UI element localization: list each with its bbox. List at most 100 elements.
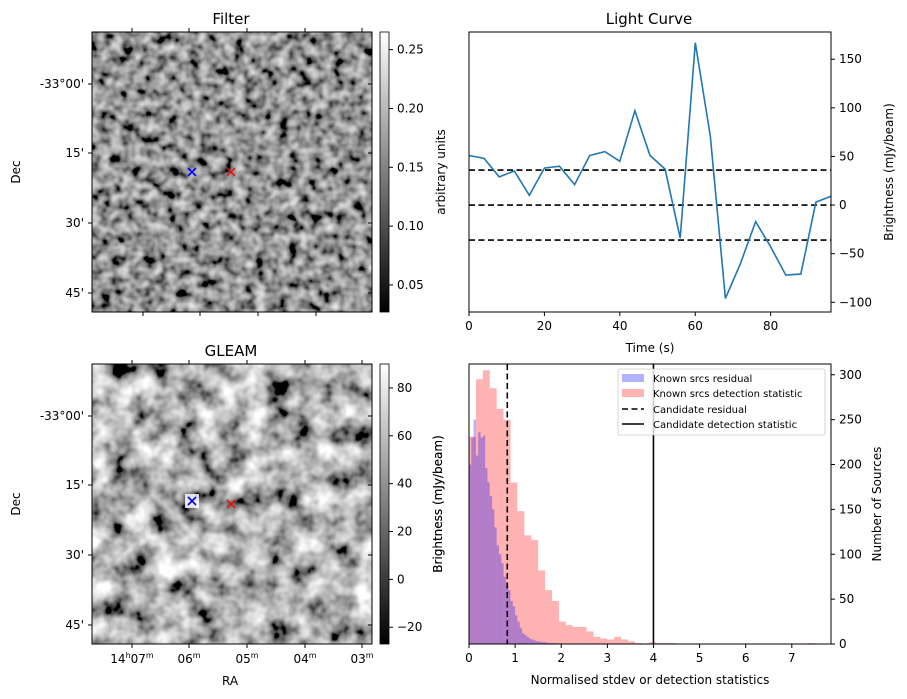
histogram-bar-detection bbox=[482, 370, 490, 644]
lightcurve-ylabel: Brightness (mJy/beam) bbox=[882, 103, 896, 241]
histogram-ytick-label: 300 bbox=[839, 368, 862, 382]
histogram-bar-detection bbox=[538, 570, 546, 644]
histogram-xtick-label: 0 bbox=[465, 651, 473, 665]
histogram-bar-detection bbox=[475, 379, 483, 644]
histogram-bar-residual bbox=[475, 455, 479, 644]
histogram-ytick-label: 200 bbox=[839, 458, 862, 472]
histogram-bar-residual bbox=[522, 633, 525, 644]
histogram-ylabel-left: Brightness (mJy/beam) bbox=[431, 435, 445, 573]
legend-label-candidate-residual: Candidate residual bbox=[653, 405, 747, 416]
lightcurve-xtick-label: 60 bbox=[688, 319, 703, 333]
histogram-bar-residual bbox=[528, 638, 532, 644]
histogram-bar-residual bbox=[501, 563, 504, 644]
histogram-bar-residual bbox=[487, 482, 490, 644]
histogram-bar-residual bbox=[485, 468, 488, 644]
histogram-xlabel: Normalised stdev or detection statistics bbox=[531, 673, 770, 687]
legend-swatch-residual bbox=[622, 374, 644, 382]
filter-colorbar bbox=[379, 31, 390, 313]
histogram-bar-detection bbox=[558, 621, 566, 644]
gleam-marker-candidate bbox=[226, 499, 236, 509]
histogram-bar-detection bbox=[517, 511, 525, 644]
lightcurve-title: Light Curve bbox=[606, 10, 692, 28]
gleam-xtick-label: 03m bbox=[350, 651, 373, 666]
histogram-bar-detection bbox=[503, 419, 511, 644]
histogram-ytick-label: 250 bbox=[839, 413, 862, 427]
filter-ytick-label: 15' bbox=[65, 146, 84, 160]
histogram-bar-residual bbox=[535, 641, 539, 644]
histogram-ytick-label: 150 bbox=[839, 502, 862, 516]
histogram-bar-residual bbox=[531, 639, 534, 644]
histogram-bar-detection bbox=[586, 631, 594, 644]
histogram-bar-detection bbox=[496, 408, 504, 644]
histogram-bar-residual bbox=[489, 495, 493, 644]
histogram-bar-residual bbox=[494, 527, 497, 644]
lightcurve-xlabel: Time (s) bbox=[625, 341, 675, 355]
histogram-bar-detection bbox=[524, 535, 532, 644]
filter-ytick-label: -33°00' bbox=[40, 77, 84, 91]
histogram-bar-detection bbox=[607, 639, 615, 644]
filter-colorbar-tick-label: 0.20 bbox=[397, 101, 424, 115]
histogram-bar-residual bbox=[480, 437, 483, 644]
filter-colorbar-label: arbitrary units bbox=[434, 129, 448, 215]
legend-label-residual: Known srcs residual bbox=[653, 374, 752, 385]
histogram-ylabel: Number of Sources bbox=[870, 447, 884, 562]
histogram-frame bbox=[468, 363, 832, 645]
histogram-legend: Known srcs residual Known srcs detection… bbox=[617, 368, 826, 436]
filter-frame bbox=[91, 31, 373, 313]
histogram-bar-residual bbox=[471, 437, 474, 644]
filter-marker-candidate bbox=[226, 167, 236, 177]
gleam-ylabel: Dec bbox=[9, 492, 23, 515]
histogram-bar-detection bbox=[579, 626, 587, 644]
gleam-colorbar-tick-label: 80 bbox=[397, 381, 412, 395]
histogram-ytick-label: 100 bbox=[839, 547, 862, 561]
filter-ytick-label: 45' bbox=[65, 286, 84, 300]
gleam-image bbox=[92, 364, 372, 644]
histogram-bar-detection bbox=[545, 590, 553, 644]
histogram-xtick-label: 4 bbox=[650, 651, 658, 665]
histogram-bar-detection bbox=[621, 639, 629, 644]
lightcurve-ytick-label: 50 bbox=[839, 149, 854, 163]
histogram-bar-residual bbox=[473, 419, 476, 644]
gleam-colorbar-tick-label: 20 bbox=[397, 525, 412, 539]
gleam-frame bbox=[91, 363, 373, 645]
gleam-colorbar-tick-label: 60 bbox=[397, 429, 412, 443]
histogram-bar-detection bbox=[489, 388, 497, 644]
histogram-bar-residual bbox=[478, 432, 481, 644]
histogram-bar-detection bbox=[572, 626, 580, 644]
histogram-bar-residual bbox=[515, 615, 518, 644]
lightcurve-xtick-label: 20 bbox=[537, 319, 552, 333]
histogram-bar-residual bbox=[512, 606, 516, 644]
histogram-xtick-label: 7 bbox=[788, 651, 796, 665]
gleam-ytick-label: 30' bbox=[65, 548, 84, 562]
histogram-xtick-label: 1 bbox=[511, 651, 519, 665]
gleam-colorbar bbox=[379, 363, 390, 645]
histogram-xtick-label: 5 bbox=[696, 651, 704, 665]
lightcurve-xtick-label: 0 bbox=[465, 319, 473, 333]
histogram-xtick-label: 2 bbox=[557, 651, 565, 665]
gleam-marker-known bbox=[185, 494, 199, 508]
histogram-bar-residual bbox=[503, 576, 506, 644]
lightcurve-xtick-label: 80 bbox=[763, 319, 778, 333]
gleam-colorbar-tick-label: 0 bbox=[397, 572, 405, 586]
histogram-bar-detection bbox=[510, 482, 518, 644]
histogram-bar-detection bbox=[648, 642, 656, 644]
histogram-bar-residual bbox=[482, 435, 486, 644]
histogram-bar-residual bbox=[498, 554, 502, 644]
histogram-bar-residual bbox=[517, 621, 520, 644]
gleam-ytick-label: 15' bbox=[65, 478, 84, 492]
filter-colorbar-tick-label: 0.05 bbox=[397, 278, 424, 292]
gleam-ytick-label: -33°00' bbox=[40, 409, 84, 423]
filter-title: Filter bbox=[212, 10, 250, 28]
histogram-bar-residual bbox=[524, 635, 527, 644]
histogram-bar-residual bbox=[526, 636, 529, 644]
legend-label-candidate-detection: Candidate detection statistic bbox=[653, 420, 797, 431]
histogram-bar-residual bbox=[540, 642, 543, 644]
histogram-bar-detection bbox=[593, 636, 601, 644]
histogram-bar-residual bbox=[510, 600, 513, 644]
histogram-bar-detection bbox=[469, 436, 476, 644]
histogram-bar-residual bbox=[496, 545, 499, 644]
histogram-bar-residual bbox=[545, 642, 548, 644]
lightcurve-xtick-label: 40 bbox=[612, 319, 627, 333]
histogram-bar-detection bbox=[531, 539, 539, 644]
gleam-colorbar-tick-label: −20 bbox=[397, 620, 422, 634]
